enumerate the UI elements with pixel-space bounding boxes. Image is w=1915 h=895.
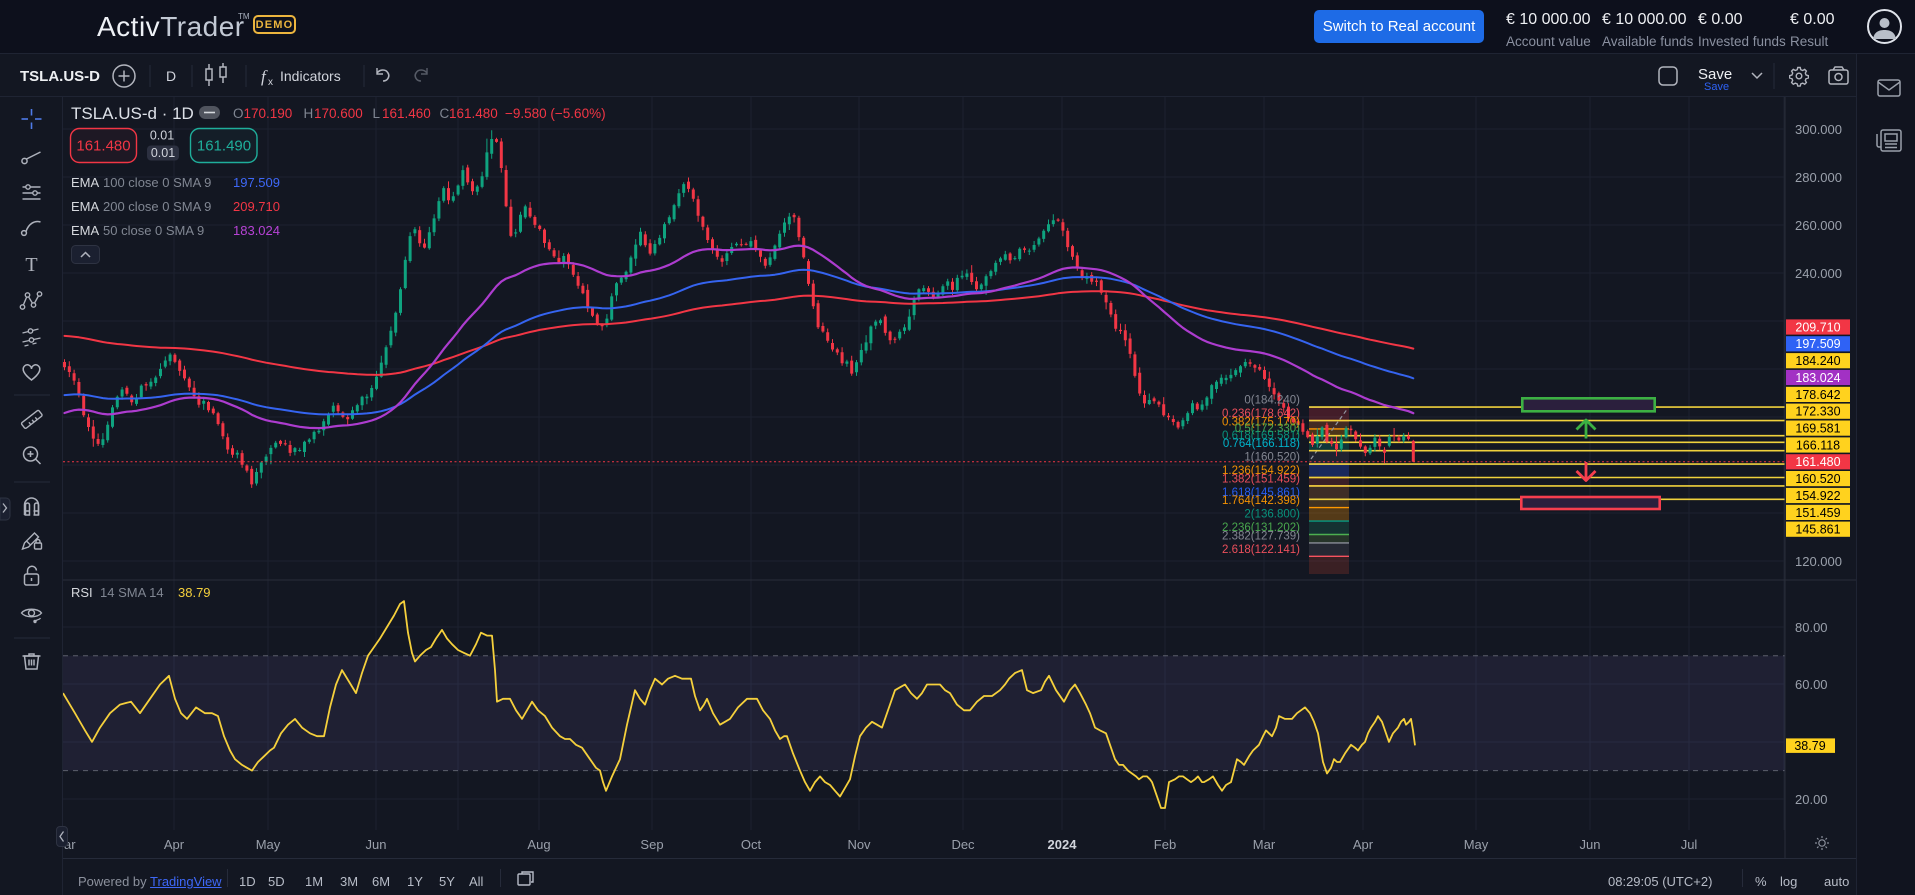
svg-text:260.000: 260.000 [1795, 218, 1842, 233]
svg-text:209.710: 209.710 [1795, 320, 1840, 334]
svg-text:166.118: 166.118 [1796, 438, 1840, 452]
svg-text:0.01: 0.01 [151, 146, 175, 160]
svg-text:120.000: 120.000 [1795, 554, 1842, 569]
svg-text:161.480: 161.480 [1795, 455, 1840, 469]
svg-text:197.509: 197.509 [233, 175, 280, 190]
svg-text:154.922: 154.922 [1795, 489, 1840, 503]
svg-text:0.236(178.642): 0.236(178.642) [1222, 408, 1300, 420]
svg-text:184.240: 184.240 [1795, 354, 1840, 368]
svg-text:Jun: Jun [1580, 837, 1601, 852]
svg-text:T: T [25, 254, 37, 276]
svg-text:161.480: 161.480 [76, 138, 130, 155]
svg-text:Apr: Apr [164, 837, 185, 852]
svg-text:0.764(166.118): 0.764(166.118) [1223, 438, 1300, 450]
svg-text:0.618(169.581): 0.618(169.581) [1222, 430, 1300, 442]
svg-text:RSI: RSI [71, 585, 93, 600]
svg-text:1(160.520): 1(160.520) [1244, 452, 1300, 464]
svg-text:161.490: 161.490 [197, 138, 251, 155]
svg-text:H: H [304, 106, 314, 121]
svg-text:160.520: 160.520 [1795, 472, 1840, 486]
svg-text:1.382(151.459): 1.382(151.459) [1222, 473, 1300, 485]
svg-text:200 close 0 SMA 9: 200 close 0 SMA 9 [103, 199, 211, 214]
svg-text:2.236(131.202): 2.236(131.202) [1222, 522, 1300, 534]
svg-text:240.000: 240.000 [1795, 266, 1842, 281]
svg-text:D: D [166, 68, 176, 84]
svg-text:May: May [1464, 837, 1489, 852]
svg-text:170.190: 170.190 [244, 106, 293, 121]
svg-text:280.000: 280.000 [1795, 170, 1842, 185]
svg-text:0.01: 0.01 [150, 129, 174, 143]
svg-text:Save: Save [1704, 81, 1729, 93]
svg-text:100 close 0 SMA 9: 100 close 0 SMA 9 [103, 175, 211, 190]
svg-text:f: f [261, 67, 268, 86]
svg-text:1.236(154.922): 1.236(154.922) [1222, 465, 1300, 477]
svg-text:EMA: EMA [71, 199, 100, 214]
svg-text:161.480: 161.480 [449, 106, 498, 121]
svg-text:TSLA.US-D: TSLA.US-D [20, 68, 100, 85]
svg-text:197.509: 197.509 [1795, 337, 1840, 351]
svg-text:300.000: 300.000 [1795, 122, 1842, 137]
svg-text:L: L [373, 106, 381, 121]
svg-text:170.600: 170.600 [314, 106, 363, 121]
svg-text:80.00: 80.00 [1795, 620, 1828, 635]
svg-text:O: O [233, 106, 244, 121]
svg-text:20.00: 20.00 [1795, 792, 1828, 807]
svg-text:Jul: Jul [1681, 837, 1698, 852]
svg-text:Dec: Dec [951, 837, 975, 852]
svg-text:Mar: Mar [1253, 837, 1276, 852]
svg-text:May: May [256, 837, 281, 852]
svg-text:−9.580 (−5.60%): −9.580 (−5.60%) [505, 106, 606, 121]
svg-text:14 SMA 14: 14 SMA 14 [100, 585, 164, 600]
svg-text:Indicators: Indicators [280, 68, 341, 84]
svg-text:Oct: Oct [741, 837, 762, 852]
svg-text:178.642: 178.642 [1795, 388, 1840, 402]
svg-text:209.710: 209.710 [233, 199, 280, 214]
svg-text:2.618(122.141): 2.618(122.141) [1222, 544, 1300, 556]
svg-text:2.382(127.739): 2.382(127.739) [1222, 530, 1300, 542]
svg-text:38.79: 38.79 [178, 585, 211, 600]
svg-text:145.861: 145.861 [1795, 523, 1840, 537]
svg-text:183.024: 183.024 [1795, 371, 1840, 385]
svg-text:1.618(145.861): 1.618(145.861) [1222, 487, 1300, 499]
svg-text:C: C [440, 106, 450, 121]
svg-text:172.330: 172.330 [1795, 405, 1840, 419]
svg-text:0.382(175.170): 0.382(175.170) [1222, 416, 1300, 428]
svg-text:0(184.240): 0(184.240) [1244, 395, 1300, 407]
svg-text:151.459: 151.459 [1795, 506, 1840, 520]
svg-text:183.024: 183.024 [233, 223, 280, 238]
svg-text:EMA: EMA [71, 223, 100, 238]
svg-text:60.00: 60.00 [1795, 677, 1828, 692]
svg-text:Feb: Feb [1154, 837, 1176, 852]
svg-text:Sep: Sep [640, 837, 663, 852]
svg-text:x: x [268, 77, 273, 88]
svg-text:Save: Save [1698, 66, 1732, 83]
svg-text:50 close 0 SMA 9: 50 close 0 SMA 9 [103, 223, 204, 238]
svg-text:2(136.800): 2(136.800) [1244, 509, 1300, 521]
svg-text:Nov: Nov [847, 837, 871, 852]
svg-text:2024: 2024 [1048, 837, 1078, 852]
svg-text:161.460: 161.460 [382, 106, 431, 121]
svg-text:EMA: EMA [71, 175, 100, 190]
svg-text:0.5(172.330): 0.5(172.330) [1235, 423, 1300, 435]
svg-text:Aug: Aug [527, 837, 550, 852]
svg-text:Jun: Jun [366, 837, 387, 852]
svg-text:169.581: 169.581 [1795, 422, 1840, 436]
svg-text:1.764(142.398): 1.764(142.398) [1222, 495, 1300, 507]
svg-text:Apr: Apr [1353, 837, 1374, 852]
svg-text:TSLA.US-d · 1D: TSLA.US-d · 1D [71, 104, 194, 123]
svg-text:38.79: 38.79 [1794, 739, 1825, 753]
